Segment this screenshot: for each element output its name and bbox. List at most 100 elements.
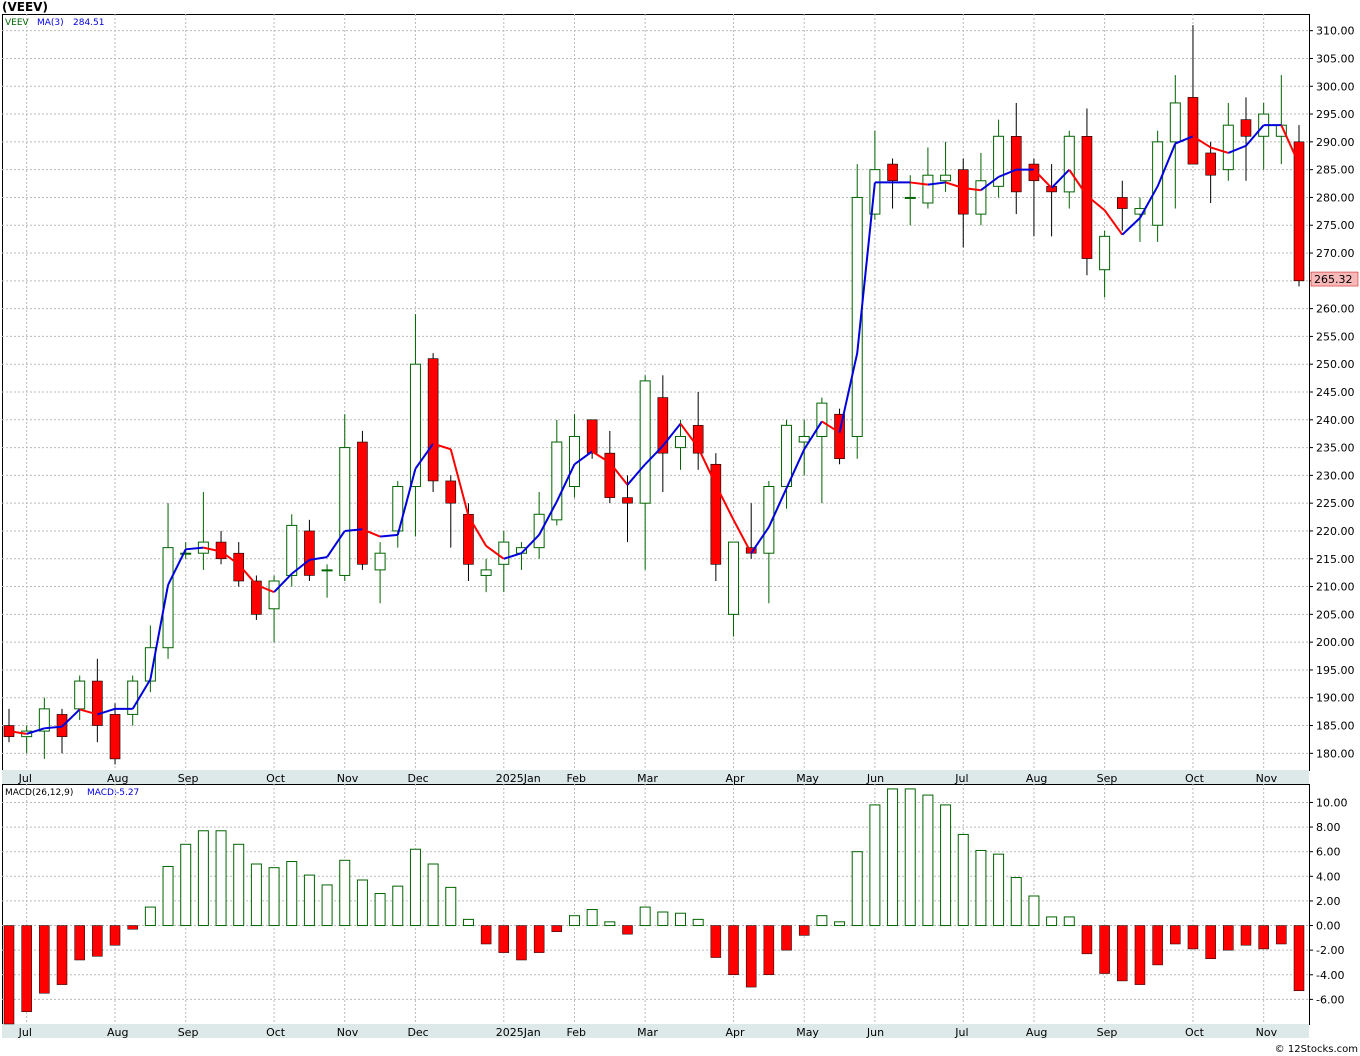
candle-body [763,486,775,554]
candle-body [816,402,828,437]
candle [445,475,457,548]
ma3-segment [220,550,240,566]
candle-body [357,441,368,565]
macd-x-tick-label: Jul [18,1026,32,1039]
candle-body [551,441,563,521]
price-x-tick-label: Dec [407,772,428,785]
ma3-segment [697,447,717,486]
macd-x-tick-label: Jul [954,1026,968,1039]
ma3-segment [503,552,522,560]
ma3-segment [644,445,664,465]
ma3-segment [362,528,381,538]
candle [1116,180,1128,231]
candle [1293,125,1305,287]
macd-x-tick-label: Nov [337,1026,359,1039]
price-y-tick-label: 260.00 [1316,303,1355,316]
candle [922,147,934,209]
candle-body [1099,235,1111,271]
price-x-tick-label: Feb [566,772,585,785]
macd-bar [39,925,50,994]
macd-bar [56,925,68,985]
candle-body [887,163,898,182]
candle [1081,108,1093,276]
ma3-segment [856,182,876,354]
price-y-tick-label: 275.00 [1316,219,1355,232]
candle-body [957,169,969,215]
candle-body [409,363,421,487]
candle-body [710,463,722,565]
ma3-segment [1121,217,1141,236]
candle-body [851,196,863,437]
candle [427,353,439,493]
macd-bar [816,915,828,927]
macd-bar [1028,895,1040,927]
ma3-segment [203,546,222,553]
macd-bar [339,859,351,927]
candle-body [1134,208,1146,215]
candle [834,408,845,465]
candle [1134,197,1146,242]
price-y-tick-label: 285.00 [1316,164,1355,177]
ma3-segment [485,545,505,560]
ma3-segment [714,484,735,521]
macd-y-tick-label: -4.00 [1316,969,1344,982]
macd-y-tick-label: 2.00 [1316,895,1341,908]
macd-bar [1063,916,1075,927]
price-x-tick-label: Jul [954,772,968,785]
ma3-segment [1280,124,1300,165]
macd-bar [922,794,934,927]
legend-symbol: VEEV [5,18,30,28]
macd-x-tick-label: Sep [1097,1026,1118,1039]
macd-y-tick-label: 0.00 [1316,920,1341,933]
macd-bar [710,925,722,958]
candle [851,164,863,459]
ma3-segment [1192,135,1212,149]
ma3-segment [573,450,593,466]
legend-ma-label: MA(3) [37,18,64,28]
macd-bar [551,925,563,932]
macd-bar [975,849,987,927]
macd-y-tick-label: 4.00 [1316,870,1341,883]
price-x-tick-label: Jun [866,772,884,785]
ma3-segment [1139,185,1159,219]
ma3-segment [732,519,753,554]
ma3-segment [414,443,434,470]
candle [710,453,722,581]
candle-body [445,480,457,504]
candle [957,158,969,248]
price-y-tick-label: 250.00 [1316,358,1355,371]
ma3-segment [26,727,45,735]
macd-bar [834,921,846,927]
candle [993,119,1005,198]
candle-body [1152,141,1164,226]
price-x-tick-label: Oct [1185,772,1205,785]
ma3-segment [256,583,275,594]
ma3-segment [131,678,152,710]
macd-bar [250,863,262,927]
candle [162,503,174,659]
macd-bar [568,915,580,927]
ma3-segment [520,534,540,554]
price-y-tick-label: 185.00 [1316,720,1355,733]
last-price-label: 265.32 [1314,273,1353,286]
price-y-tick-label: 200.00 [1316,636,1355,649]
footer-credit: © 12Stocks.com [1274,1044,1358,1055]
candle-body [1169,102,1181,143]
ma3-segment [309,556,328,561]
macd-y-tick-label: -6.00 [1316,993,1344,1006]
ma3-segment [910,181,929,186]
ma3-segment [1068,169,1088,197]
candle [74,675,86,720]
candle-body [1222,124,1234,171]
ma3-segment [396,468,417,536]
macd-bar [127,925,138,930]
price-y-tick-label: 205.00 [1316,608,1355,621]
macd-bar [993,853,1005,927]
candle [1222,102,1234,181]
ma3-segment [273,573,293,593]
legend-ma-value: 284.51 [73,18,105,28]
macd-bar [1240,925,1252,946]
candle [887,158,898,209]
candle [304,519,315,581]
macd-bar [1081,925,1093,955]
